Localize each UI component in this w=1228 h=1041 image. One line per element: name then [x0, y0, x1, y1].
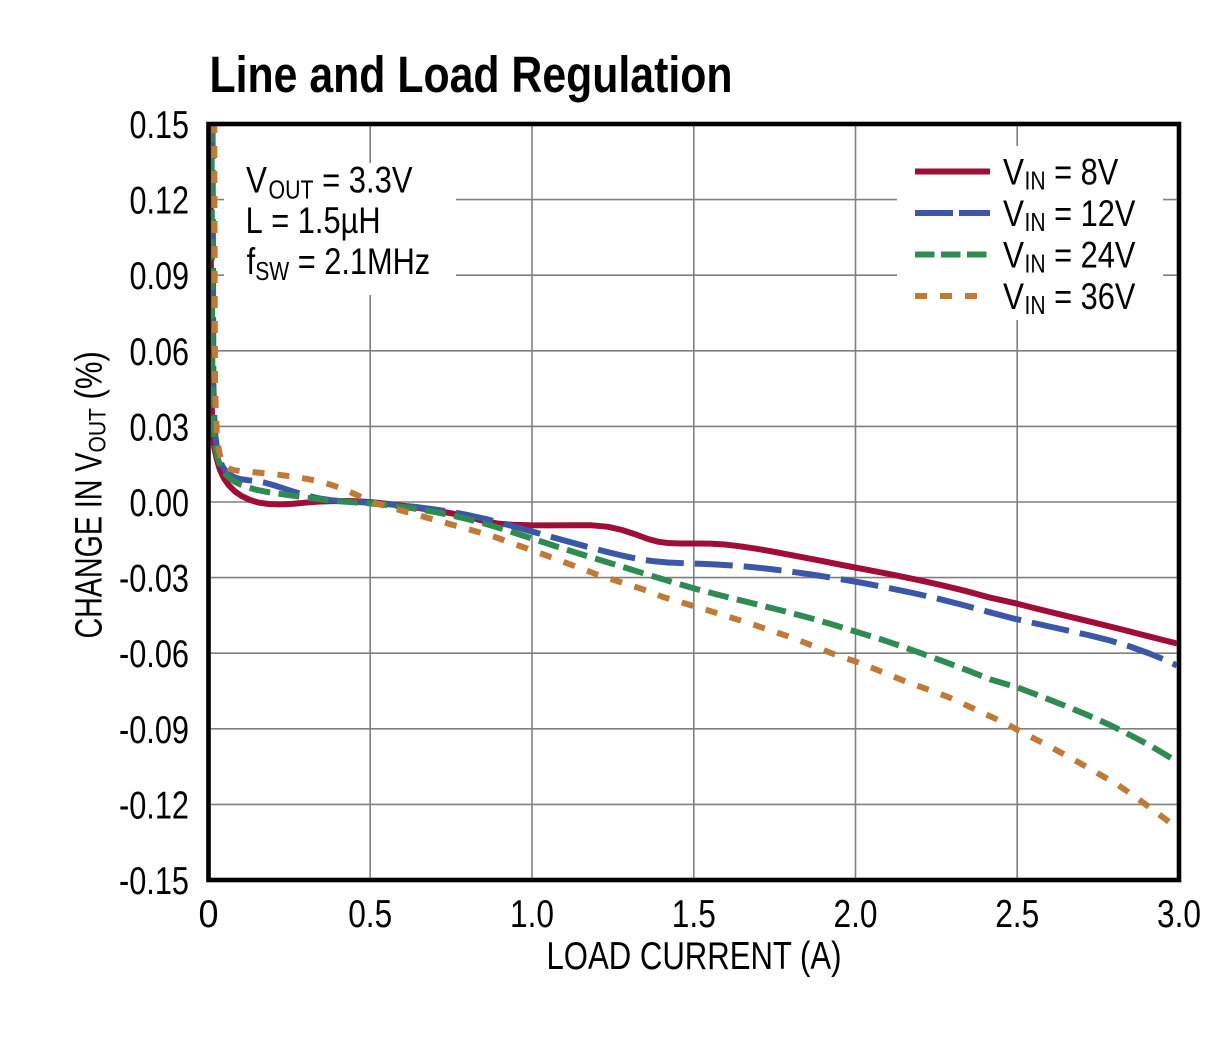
svg-text:-0.15: -0.15 — [119, 860, 189, 903]
svg-text:L = 1.5µH: L = 1.5µH — [246, 200, 381, 241]
svg-text:SW: SW — [255, 256, 289, 286]
svg-text:2.0: 2.0 — [834, 893, 878, 936]
svg-text:IN: IN — [1025, 290, 1046, 320]
svg-text:f: f — [247, 241, 256, 282]
svg-text:Line and Load Regulation: Line and Load Regulation — [210, 46, 733, 103]
svg-text:0.09: 0.09 — [130, 255, 190, 298]
svg-text:V: V — [246, 159, 267, 200]
svg-text:V: V — [1003, 234, 1024, 275]
svg-text:0.5: 0.5 — [348, 893, 392, 936]
svg-text:0.12: 0.12 — [130, 180, 190, 223]
svg-text:V: V — [1003, 276, 1024, 317]
svg-text:(%): (%) — [69, 351, 111, 408]
svg-text:V: V — [1003, 151, 1024, 192]
svg-text:= 8V: = 8V — [1046, 151, 1119, 192]
svg-text:-0.03: -0.03 — [119, 558, 189, 601]
svg-text:OUT: OUT — [84, 408, 111, 453]
svg-text:OUT: OUT — [269, 174, 314, 204]
svg-text:0: 0 — [199, 893, 219, 936]
svg-text:CHANGE IN V: CHANGE IN V — [69, 452, 111, 638]
svg-text:2.5: 2.5 — [995, 893, 1039, 936]
svg-text:-0.06: -0.06 — [119, 633, 189, 676]
svg-text:V: V — [1003, 193, 1024, 234]
svg-text:= 12V: = 12V — [1046, 193, 1136, 234]
svg-text:-0.12: -0.12 — [119, 784, 189, 827]
svg-text:IN: IN — [1025, 165, 1046, 195]
svg-text:IN: IN — [1025, 248, 1046, 278]
svg-text:= 2.1MHz: = 2.1MHz — [289, 241, 430, 282]
svg-text:= 24V: = 24V — [1046, 234, 1136, 275]
svg-text:1.0: 1.0 — [510, 893, 554, 936]
svg-text:IN: IN — [1025, 207, 1046, 237]
svg-text:0.03: 0.03 — [130, 406, 190, 449]
svg-text:0.06: 0.06 — [130, 331, 190, 374]
svg-text:= 3.3V: = 3.3V — [314, 159, 413, 200]
svg-text:-0.09: -0.09 — [119, 709, 189, 752]
svg-text:LOAD CURRENT (A): LOAD CURRENT (A) — [547, 935, 842, 978]
svg-text:0.15: 0.15 — [130, 104, 190, 147]
svg-text:1.5: 1.5 — [672, 893, 716, 936]
svg-text:3.0: 3.0 — [1157, 893, 1201, 936]
svg-text:0.00: 0.00 — [130, 482, 190, 525]
svg-text:= 36V: = 36V — [1046, 276, 1136, 317]
